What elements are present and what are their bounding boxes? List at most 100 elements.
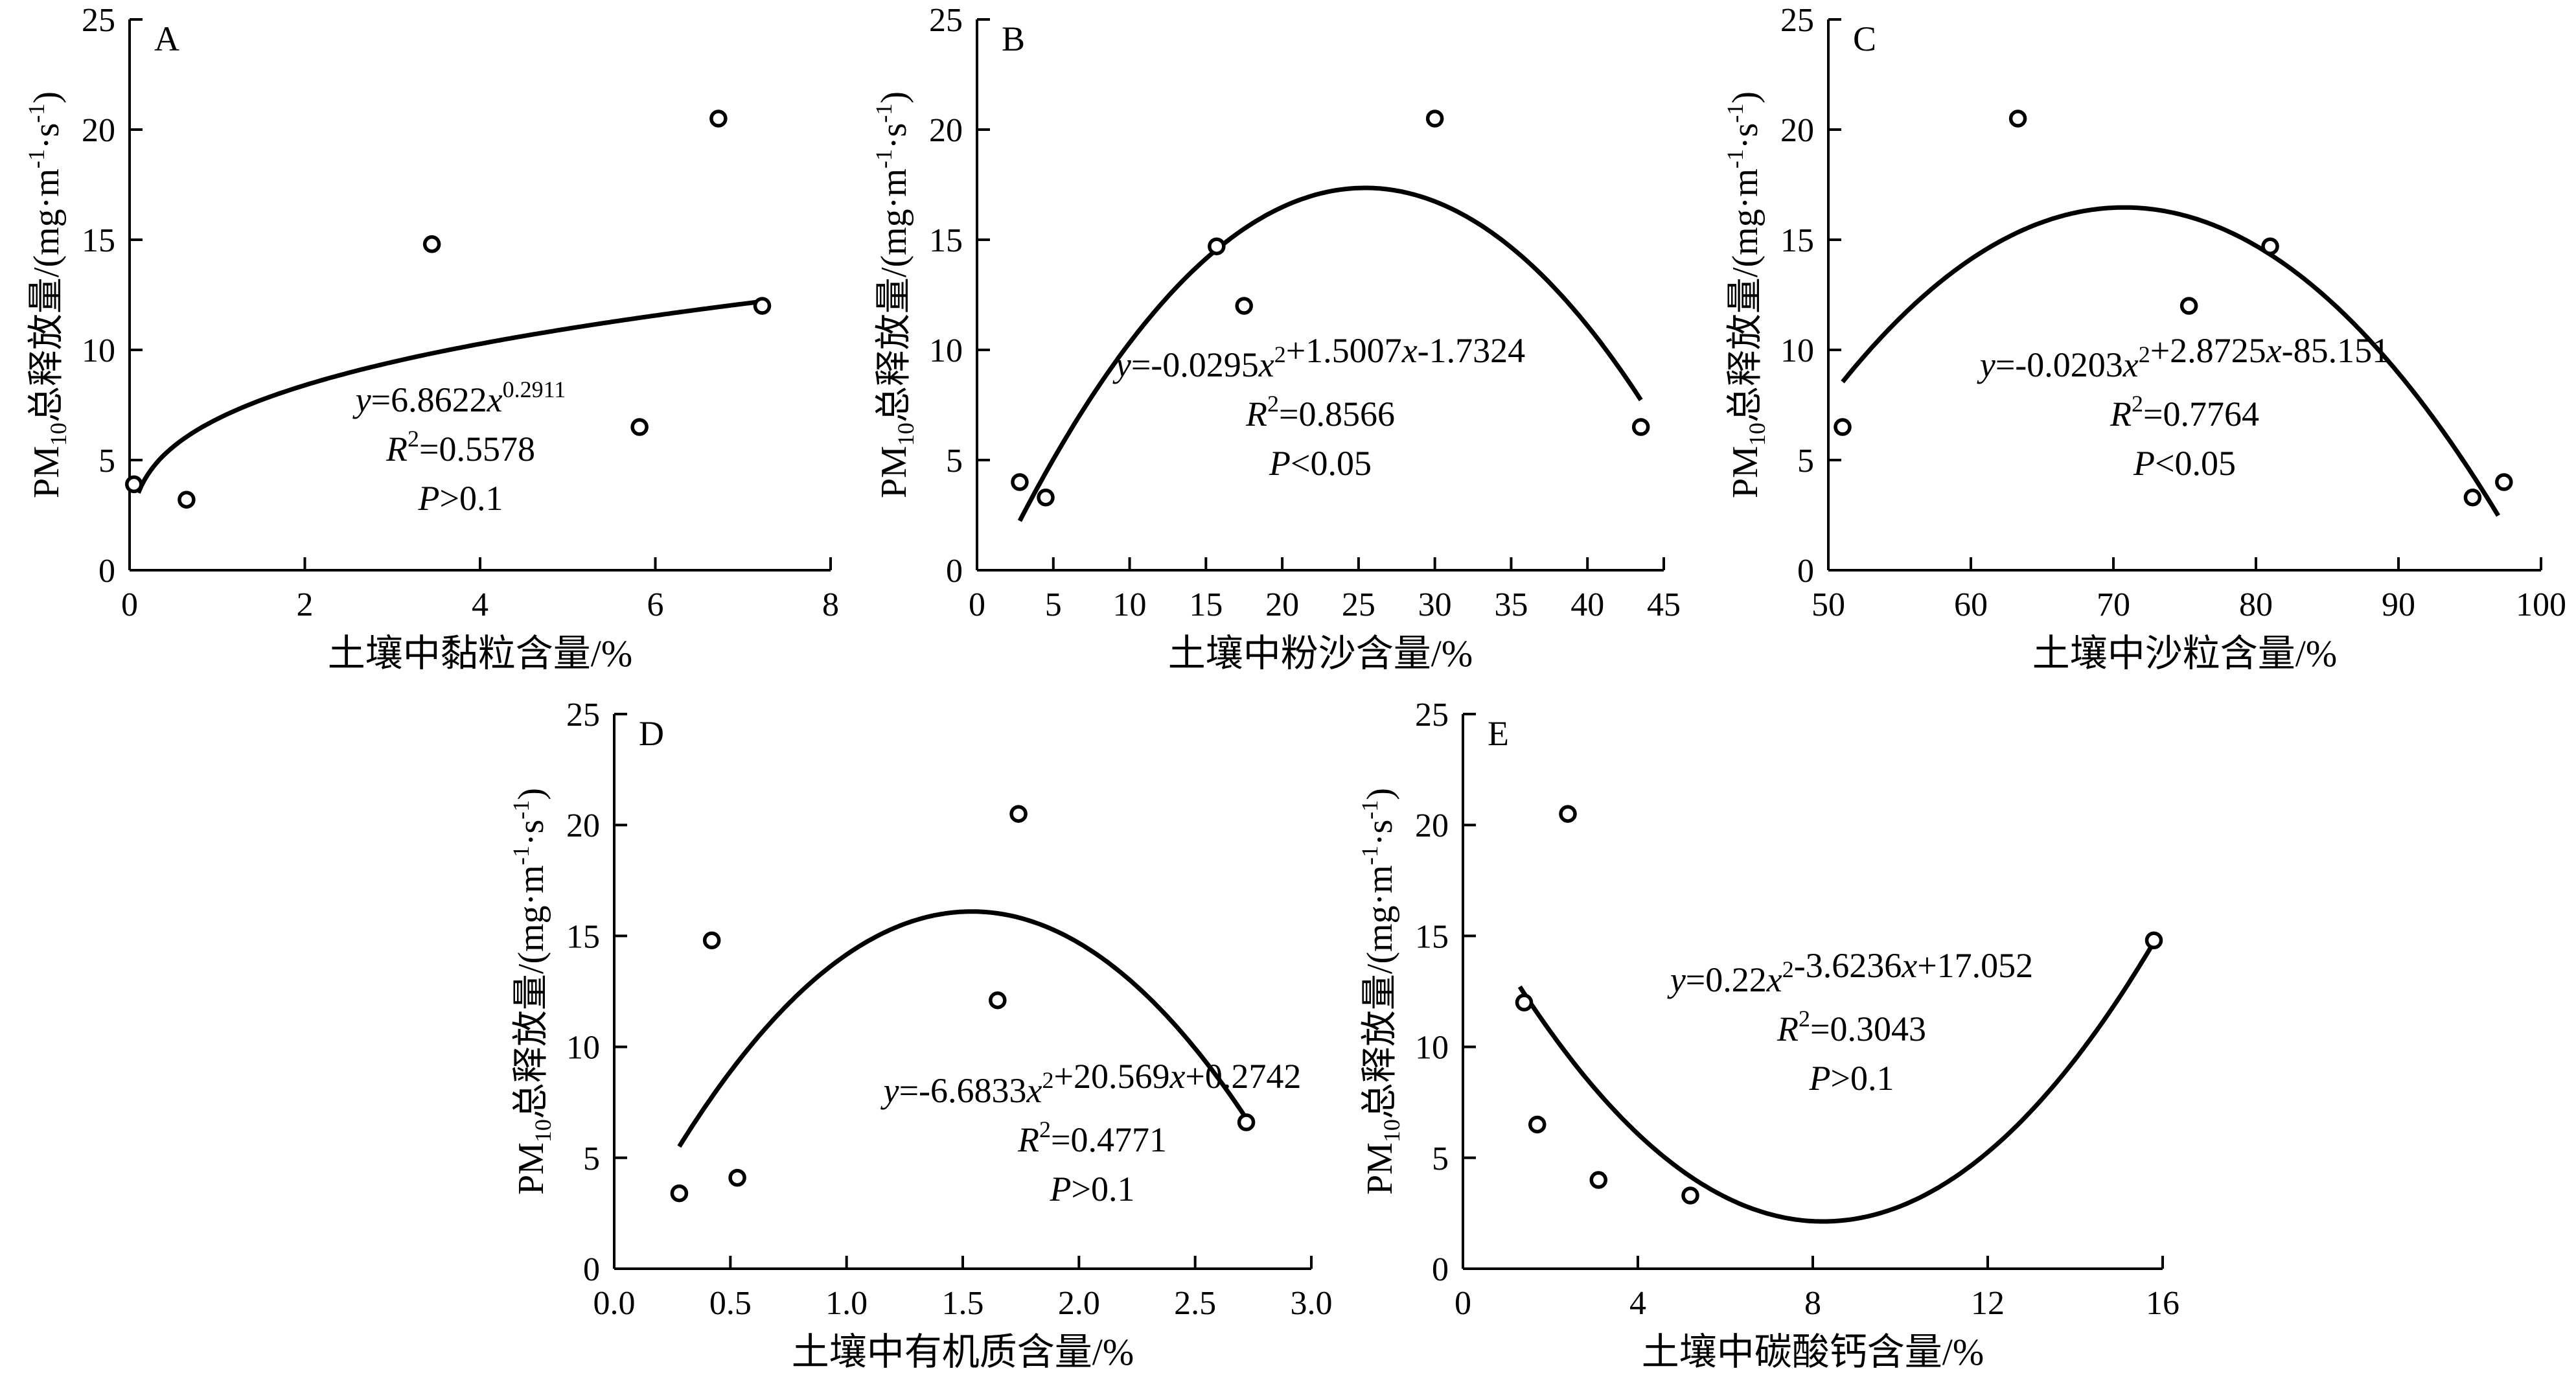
x-tick-label: 0 (1455, 1285, 1471, 1322)
x-axis-label: 土壤中黏粒含量/% (328, 632, 632, 675)
y-tick-label: 25 (929, 2, 963, 39)
x-tick-label: 90 (2382, 586, 2415, 623)
x-tick-label: 100 (2516, 586, 2566, 623)
r-squared-label: R2=0.7764 (2110, 391, 2259, 433)
data-point (753, 297, 772, 315)
x-axis-label: 土壤中粉沙含量/% (1168, 632, 1473, 675)
x-tick-label: 1.0 (825, 1285, 868, 1322)
y-tick-label: 10 (1415, 1030, 1449, 1067)
x-tick-label: 12 (1971, 1285, 2005, 1322)
panel-d: 0.0 0.5 1.0 1.5 2.0 2.5 3.0 0 5 10 15 20 25 D 土壤中有机质含量… (508, 697, 1333, 1373)
panel-c: 50 60 70 80 90 100 0 5 10 15 20 25 C 土壤中沙粒含量/% PM10总释放… (1722, 2, 2566, 675)
fit-curve (1517, 941, 2156, 1224)
y-tick-label: 5 (583, 1140, 600, 1177)
x-tick-label: 40 (1570, 586, 1604, 623)
p-value-label: P<0.05 (2133, 444, 2236, 483)
y-axis-label: PM10总释放量/(mg·m-1·s-1) (1722, 91, 1770, 498)
y-tick-label: 15 (82, 222, 115, 259)
x-tick-label: 3.0 (1291, 1285, 1333, 1322)
data-point (1235, 297, 1253, 315)
panel-a: 0 2 4 6 8 0 5 10 15 20 25 A 土壤中黏粒含量/% PM10总释放量/(mg·m-… (23, 2, 839, 675)
equation-label: y=-0.0295x2+1.5007x-1.7324 (1112, 331, 1525, 384)
y-tick-label: 0 (583, 1251, 600, 1288)
y-tick-label: 20 (929, 112, 963, 149)
x-tick-label: 4 (1629, 1285, 1646, 1322)
panel-b: 0 5 10 15 20 25 30 35 40 45 0 5 10 15 20 25 B 土壤中粉沙含量/% PM… (871, 2, 1681, 675)
data-point (1528, 1115, 1547, 1134)
x-tick-label: 2.5 (1174, 1285, 1216, 1322)
x-tick-label: 2 (297, 586, 314, 623)
y-tick-label: 5 (1797, 443, 1814, 480)
x-tick-label: 5 (1045, 586, 1062, 623)
r-squared-label: R2=0.8566 (1245, 391, 1395, 433)
x-axis-label: 土壤中有机质含量/% (792, 1331, 1134, 1373)
fit-curve (136, 299, 763, 494)
panel-label: C (1853, 19, 1876, 58)
x-tick-label: 50 (1811, 586, 1845, 623)
p-value-label: P>0.1 (418, 479, 503, 518)
p-value-label: P>0.1 (1050, 1170, 1135, 1208)
y-axis-label: PM10总释放量/(mg·m-1·s-1) (23, 91, 71, 498)
y-tick-label: 15 (566, 918, 600, 955)
r-squared-label: R2=0.4771 (1017, 1116, 1167, 1159)
r-squared-label: R2=0.3043 (1777, 1006, 1926, 1048)
equation-label: y=-6.6833x2+20.569x+0.2742 (880, 1057, 1302, 1110)
y-axis-label: PM10总释放量/(mg·m-1·s-1) (871, 91, 919, 498)
data-point (709, 110, 728, 128)
r-squared-label: R2=0.5578 (385, 426, 535, 468)
fit-curve (1017, 185, 1643, 522)
data-point (1631, 418, 1650, 436)
data-point (989, 991, 1007, 1010)
x-tick-label: 10 (1113, 586, 1147, 623)
data-point (1589, 1171, 1607, 1189)
data-point (125, 475, 143, 494)
x-tick-label: 16 (2146, 1285, 2179, 1322)
y-tick-label: 20 (82, 112, 115, 149)
y-tick-label: 10 (566, 1030, 600, 1067)
x-axis-label: 土壤中沙粒含量/% (2032, 632, 2337, 675)
data-point (422, 235, 441, 253)
x-tick-label: 80 (2239, 586, 2273, 623)
data-point (2145, 931, 2163, 949)
y-tick-label: 10 (929, 332, 963, 369)
p-value-label: P<0.05 (1269, 444, 1372, 483)
data-point (1037, 489, 1055, 507)
data-point (702, 931, 721, 949)
panel-label: E (1488, 714, 1509, 753)
fit-curve (1841, 205, 2500, 517)
x-tick-label: 8 (822, 586, 839, 623)
x-tick-label: 0 (969, 586, 985, 623)
panel-label: D (639, 714, 664, 753)
data-point (1559, 805, 1577, 823)
data-point (2008, 110, 2027, 128)
data-point (2495, 473, 2513, 491)
fit-curve (677, 909, 1248, 1148)
x-tick-label: 6 (647, 586, 664, 623)
y-tick-label: 10 (1780, 332, 1814, 369)
data-point (1681, 1186, 1699, 1205)
y-tick-label: 15 (1415, 918, 1449, 955)
panel-e: 0 4 8 12 16 0 5 10 15 20 25 E 土壤中碳酸钙含量/% PM10总释放量/(mg… (1357, 697, 2179, 1373)
y-tick-label: 5 (946, 443, 963, 480)
x-tick-label: 0.0 (593, 1285, 636, 1322)
y-tick-label: 0 (1432, 1251, 1449, 1288)
y-tick-label: 0 (98, 553, 115, 590)
x-tick-label: 2.0 (1058, 1285, 1100, 1322)
y-axis-label: PM10总释放量/(mg·m-1·s-1) (1357, 788, 1405, 1195)
x-tick-label: 4 (472, 586, 489, 623)
y-axis-label: PM10总释放量/(mg·m-1·s-1) (508, 788, 556, 1195)
data-point (728, 1168, 746, 1187)
data-point (1425, 110, 1444, 128)
equation-label: y=0.22x2-3.6236x+17.052 (1667, 946, 2033, 999)
x-tick-label: 60 (1954, 586, 1988, 623)
data-point (1011, 473, 1029, 491)
data-point (670, 1184, 689, 1203)
data-point (2463, 489, 2482, 507)
x-tick-label: 70 (2097, 586, 2130, 623)
data-point (1237, 1113, 1256, 1131)
y-tick-label: 20 (566, 807, 600, 844)
y-tick-label: 5 (1432, 1140, 1449, 1177)
x-tick-label: 30 (1418, 586, 1452, 623)
equation-label: y=-0.0203x2+2.8725x-85.151 (1977, 331, 2389, 384)
